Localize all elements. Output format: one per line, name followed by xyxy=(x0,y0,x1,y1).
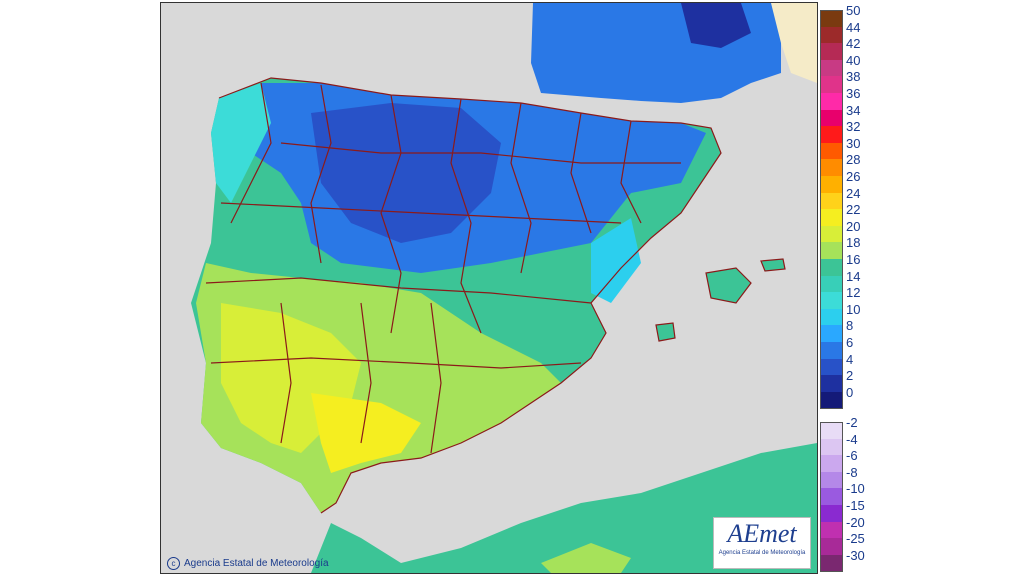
legend-label: 22 xyxy=(846,202,861,218)
legend-label: 42 xyxy=(846,36,861,52)
aemet-logo: AEmet Agencia Estatal de Meteorología xyxy=(713,517,811,569)
legend-swatch xyxy=(820,391,843,410)
legend-swatch xyxy=(820,488,843,505)
legend-swatch xyxy=(820,325,843,342)
island-borders xyxy=(655,258,786,342)
guadalquivir-yellow xyxy=(311,393,421,473)
legend-swatch xyxy=(820,59,843,77)
legend-swatch xyxy=(820,554,843,573)
legend-label: 40 xyxy=(846,52,861,68)
legend-label: 14 xyxy=(846,268,861,284)
logo-subtitle: Agencia Estatal de Meteorología xyxy=(718,550,806,556)
legend-label: 6 xyxy=(846,335,854,350)
temperature-legend: 50 44 42 40 38 36 34 32 30 28 26 24 22 20 18 16 14 12 10 8 6… xyxy=(820,4,880,573)
legend-swatch xyxy=(820,192,843,210)
legend-label: 16 xyxy=(846,252,861,267)
legend-label: -8 xyxy=(846,464,858,480)
legend-label: 8 xyxy=(846,318,854,334)
province-borders xyxy=(205,77,722,514)
legend-swatch xyxy=(820,159,843,176)
copyright-notice: c Agencia Estatal de Meteorología xyxy=(167,557,329,570)
north-africa-yellow xyxy=(541,543,631,573)
legend-swatch xyxy=(820,259,843,276)
copyright-icon: c xyxy=(167,557,180,570)
legend-swatch xyxy=(820,10,843,28)
legend-label: -20 xyxy=(846,514,865,530)
legend-label: -30 xyxy=(846,547,865,563)
temperature-map: c Agencia Estatal de Meteorología AEmet … xyxy=(160,2,818,574)
central-north-cold xyxy=(311,103,501,243)
balearic-ibiza xyxy=(656,323,675,341)
balearic-menorca xyxy=(761,259,785,271)
legend-swatch xyxy=(820,308,843,326)
legend-swatch xyxy=(820,358,843,376)
copyright-text: Agencia Estatal de Meteorología xyxy=(184,558,329,569)
legend-swatch xyxy=(820,292,843,309)
legend-swatch xyxy=(820,342,843,359)
legend-label: -25 xyxy=(846,531,865,547)
legend-swatch xyxy=(820,43,843,60)
legend-label: 4 xyxy=(846,351,854,367)
legend-label: 38 xyxy=(846,69,861,85)
north-africa-land xyxy=(311,443,817,573)
east-coast-cyan xyxy=(591,218,641,303)
legend-swatch xyxy=(820,438,843,456)
legend-label: 26 xyxy=(846,169,861,184)
legend-swatch xyxy=(820,225,843,243)
legend-label: 36 xyxy=(846,86,861,101)
legend-label: 32 xyxy=(846,119,861,135)
legend-label: -6 xyxy=(846,448,858,464)
legend-swatch xyxy=(820,375,843,392)
legend-swatch xyxy=(820,209,843,226)
legend-swatch xyxy=(820,471,843,489)
legend-swatch xyxy=(820,76,843,93)
legend-label: -15 xyxy=(846,498,865,513)
legend-swatch xyxy=(820,505,843,522)
legend-label: 20 xyxy=(846,218,861,234)
legend-label: -4 xyxy=(846,431,858,447)
legend-swatch xyxy=(820,176,843,193)
legend-label: 44 xyxy=(846,19,861,35)
legend-swatch xyxy=(820,455,843,472)
legend-label: 2 xyxy=(846,368,854,384)
legend-label: 30 xyxy=(846,135,861,151)
legend-label: 34 xyxy=(846,102,861,118)
legend-swatch xyxy=(820,126,843,143)
france-land xyxy=(771,3,817,83)
legend-swatch xyxy=(820,538,843,555)
legend-swatch xyxy=(820,521,843,539)
northwest-cyan xyxy=(211,83,271,203)
legend-swatch xyxy=(820,93,843,110)
legend-label: 18 xyxy=(846,235,861,251)
legend-label: 12 xyxy=(846,285,861,301)
map-canvas xyxy=(191,3,817,573)
legend-label: 50 xyxy=(846,3,861,18)
legend-label: -2 xyxy=(846,415,858,430)
legend-swatch xyxy=(820,26,843,44)
legend-label: -10 xyxy=(846,481,865,497)
legend-label: 24 xyxy=(846,185,861,201)
legend-swatch xyxy=(820,142,843,160)
logo-wordmark: AEmet xyxy=(727,519,797,548)
legend-label: 28 xyxy=(846,152,861,168)
legend-swatch xyxy=(820,275,843,293)
balearic-mallorca xyxy=(706,268,751,303)
legend-swatch xyxy=(820,109,843,127)
legend-label: 10 xyxy=(846,301,861,317)
legend-swatch xyxy=(820,422,843,440)
france-sea-shading-dark xyxy=(681,3,751,48)
legend-label: 0 xyxy=(846,384,854,400)
legend-swatch xyxy=(820,242,843,259)
